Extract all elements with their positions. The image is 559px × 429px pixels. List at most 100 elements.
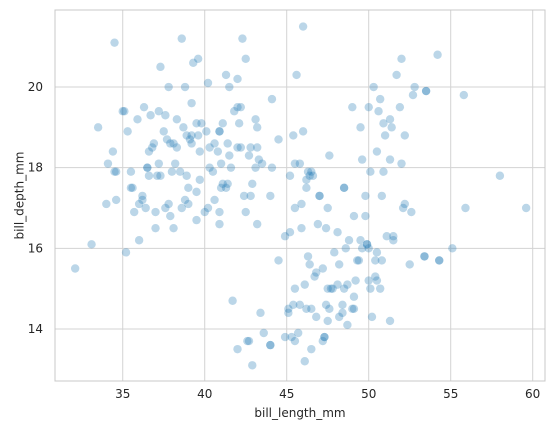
- data-point: [274, 256, 283, 265]
- data-point: [435, 256, 444, 265]
- data-point: [164, 199, 173, 209]
- x-axis-label: bill_length_mm: [254, 406, 345, 420]
- grid-layer: [55, 10, 545, 381]
- data-point: [287, 332, 296, 342]
- data-point: [284, 304, 293, 314]
- data-point: [341, 244, 350, 253]
- data-point: [308, 171, 318, 180]
- data-point: [246, 143, 255, 152]
- data-point: [361, 191, 370, 201]
- data-point: [266, 340, 275, 350]
- data-point: [339, 284, 349, 293]
- data-point: [320, 332, 329, 342]
- data-point: [302, 183, 311, 193]
- data-point: [128, 183, 137, 193]
- data-point: [233, 102, 242, 112]
- data-point: [144, 147, 154, 156]
- data-point: [241, 54, 250, 63]
- data-point: [139, 102, 149, 112]
- y-tick-label: 18: [28, 161, 43, 175]
- data-point: [364, 276, 373, 285]
- data-point: [333, 280, 342, 289]
- data-point: [356, 236, 365, 245]
- data-point: [215, 127, 224, 136]
- y-axis-label: bill_depth_mm: [13, 152, 27, 240]
- data-point: [161, 203, 170, 213]
- data-point: [305, 260, 314, 269]
- data-point: [374, 107, 383, 116]
- data-point: [362, 240, 372, 249]
- data-point: [70, 264, 80, 273]
- data-point: [421, 86, 431, 96]
- data-point: [192, 187, 201, 197]
- data-point: [108, 147, 118, 156]
- data-point: [303, 167, 313, 176]
- data-point: [385, 115, 395, 124]
- data-point: [252, 219, 262, 229]
- data-point: [221, 70, 231, 80]
- data-point: [243, 336, 252, 346]
- data-point: [433, 50, 442, 59]
- data-point: [120, 107, 129, 116]
- data-point: [266, 340, 275, 350]
- data-point: [357, 155, 367, 164]
- data-point: [215, 219, 224, 229]
- data-point: [156, 171, 165, 180]
- data-point: [244, 336, 254, 346]
- data-point: [305, 171, 314, 180]
- data-point: [392, 70, 401, 80]
- data-point: [339, 183, 349, 193]
- data-point: [133, 115, 142, 124]
- data-point: [182, 131, 191, 140]
- data-point: [397, 54, 406, 63]
- data-point: [251, 115, 260, 124]
- data-point: [177, 34, 186, 43]
- data-point: [326, 284, 336, 293]
- data-point: [244, 151, 254, 160]
- data-point: [325, 304, 334, 314]
- data-point: [246, 191, 255, 201]
- data-point: [205, 163, 214, 172]
- data-point: [149, 139, 159, 148]
- plot-frame: [54, 9, 546, 382]
- data-point: [298, 22, 308, 31]
- data-point: [298, 127, 308, 136]
- data-point: [236, 102, 245, 112]
- data-point: [290, 159, 300, 168]
- data-point: [210, 139, 219, 148]
- data-point: [154, 107, 164, 116]
- data-point: [110, 167, 119, 176]
- data-point: [200, 207, 209, 217]
- data-point: [385, 155, 395, 164]
- data-point: [184, 183, 193, 193]
- data-point: [226, 163, 236, 172]
- data-point: [379, 119, 388, 128]
- data-point: [323, 284, 332, 293]
- data-point: [123, 127, 132, 136]
- data-point: [218, 119, 227, 128]
- data-point: [175, 167, 185, 176]
- data-point: [290, 336, 300, 346]
- data-point: [302, 304, 311, 314]
- data-point: [111, 167, 121, 176]
- data-point: [459, 90, 469, 100]
- x-tick-labels: 35 40 45 50 55 60: [115, 387, 540, 401]
- data-point: [290, 284, 300, 293]
- data-point: [400, 131, 409, 140]
- data-point: [146, 111, 155, 120]
- x-tick-label: 45: [279, 387, 294, 401]
- data-point: [180, 195, 190, 205]
- data-point: [395, 102, 405, 112]
- data-point: [233, 74, 242, 84]
- data-point: [203, 203, 213, 213]
- data-point: [187, 131, 196, 140]
- data-point: [284, 308, 293, 318]
- data-point: [187, 98, 196, 108]
- data-point: [334, 312, 344, 322]
- data-point: [126, 183, 136, 193]
- data-point: [367, 312, 377, 322]
- data-point: [197, 119, 206, 128]
- data-point: [187, 139, 196, 148]
- data-point: [343, 280, 352, 289]
